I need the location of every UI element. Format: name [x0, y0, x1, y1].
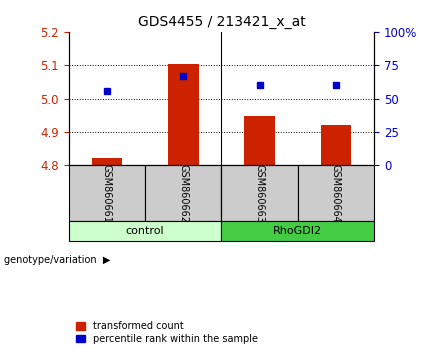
- FancyBboxPatch shape: [221, 165, 298, 221]
- Text: GSM860661: GSM860661: [102, 164, 112, 223]
- Text: GSM860663: GSM860663: [255, 164, 264, 223]
- Legend: transformed count, percentile rank within the sample: transformed count, percentile rank withi…: [74, 319, 260, 346]
- FancyBboxPatch shape: [145, 165, 221, 221]
- FancyBboxPatch shape: [69, 221, 221, 241]
- Bar: [321, 125, 351, 165]
- FancyBboxPatch shape: [298, 165, 374, 221]
- Title: GDS4455 / 213421_x_at: GDS4455 / 213421_x_at: [138, 16, 305, 29]
- FancyBboxPatch shape: [221, 221, 374, 241]
- Text: GSM860662: GSM860662: [178, 164, 188, 223]
- Text: control: control: [126, 226, 164, 236]
- Bar: [92, 158, 122, 165]
- Bar: [244, 116, 275, 165]
- FancyBboxPatch shape: [69, 165, 145, 221]
- Text: RhoGDI2: RhoGDI2: [273, 226, 322, 236]
- Bar: [168, 64, 199, 165]
- Text: genotype/variation  ▶: genotype/variation ▶: [4, 255, 111, 265]
- Text: GSM860664: GSM860664: [331, 164, 341, 223]
